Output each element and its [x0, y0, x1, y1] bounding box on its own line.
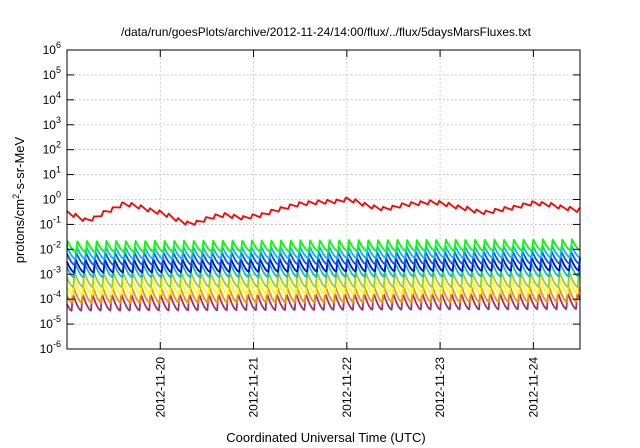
- axis-ticks: [67, 49, 580, 350]
- x-tick-label: 2012-11-22: [340, 357, 354, 418]
- x-tick-label: 2012-11-20: [153, 357, 167, 418]
- series-line-4: [66, 256, 581, 274]
- series-line-1: [66, 238, 581, 254]
- y-tick-label: 101: [43, 165, 61, 182]
- y-axis-label: protons/cm2-s-sr-MeV: [11, 136, 27, 263]
- series-group: [66, 196, 581, 312]
- y-tick-label: 10-1: [40, 214, 61, 231]
- series-line-7: [66, 276, 581, 296]
- y-tick-label: 10-5: [40, 314, 61, 331]
- y-tick-label: 103: [43, 115, 61, 132]
- series-line-3: [66, 250, 581, 267]
- y-tick-label: 104: [43, 90, 61, 107]
- x-tick-label: 2012-11-23: [433, 357, 447, 418]
- x-tick-labels: 2012-11-20 2012-11-21 2012-11-22 2012-11-23…: [153, 357, 540, 418]
- y-tick-label: 10-4: [40, 289, 61, 306]
- y-tick-label: 10-2: [40, 239, 61, 256]
- series-line-8: [66, 284, 581, 304]
- chart-title: /data/run/goesPlots/archive/2012-11-24/1…: [121, 25, 532, 39]
- y-tick-label: 10-3: [40, 264, 61, 281]
- x-axis-label: Coordinated Universal Time (UTC): [226, 430, 425, 445]
- y-tick-label: 100: [43, 190, 61, 207]
- x-tick-label: 2012-11-24: [526, 357, 540, 418]
- y-tick-label: 105: [43, 65, 61, 82]
- series-line-0: [66, 196, 581, 226]
- y-tick-label: 102: [43, 140, 61, 157]
- y-tick-labels: 106 105 104 103 102 101 100 10-1 10-2 10-3 10-4 10-…: [40, 40, 61, 356]
- x-tick-label: 2012-11-21: [247, 357, 261, 418]
- series-line-9: [66, 291, 581, 312]
- y-tick-label: 10-6: [40, 339, 61, 356]
- y-tick-label: 106: [43, 40, 61, 57]
